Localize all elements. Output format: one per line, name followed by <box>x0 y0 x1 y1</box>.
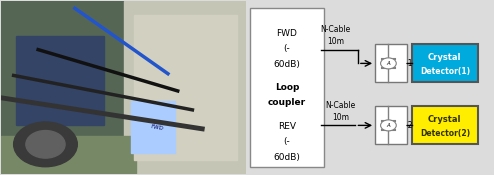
Bar <box>16 36 104 125</box>
Circle shape <box>380 120 396 131</box>
Text: 10m: 10m <box>332 113 349 122</box>
Bar <box>375 106 407 144</box>
Bar <box>375 44 407 82</box>
Text: Detector(2): Detector(2) <box>420 129 470 138</box>
Text: 60dB): 60dB) <box>274 60 300 69</box>
Bar <box>1 136 136 174</box>
Bar <box>412 106 478 144</box>
Text: coupler: coupler <box>268 98 306 107</box>
Text: FWD: FWD <box>151 124 165 132</box>
Text: N-Cable: N-Cable <box>326 101 356 110</box>
Text: -1: -1 <box>406 59 413 68</box>
Circle shape <box>380 58 396 69</box>
Text: A: A <box>386 123 390 128</box>
Text: (-: (- <box>284 137 290 146</box>
FancyBboxPatch shape <box>250 8 324 167</box>
Text: -2: -2 <box>406 121 413 130</box>
Text: N-Cable: N-Cable <box>321 25 351 34</box>
Circle shape <box>26 131 65 158</box>
FancyBboxPatch shape <box>131 101 175 153</box>
Text: FWD: FWD <box>277 29 297 38</box>
Bar <box>134 15 237 160</box>
Text: A: A <box>386 61 390 66</box>
Circle shape <box>14 122 78 167</box>
Text: 10m: 10m <box>328 37 344 46</box>
Text: 60dB): 60dB) <box>274 153 300 162</box>
Text: (-: (- <box>284 44 290 53</box>
Bar <box>124 1 247 174</box>
Bar <box>1 1 124 174</box>
Text: REV: REV <box>278 122 296 131</box>
Text: Crystal: Crystal <box>428 53 461 62</box>
Text: Crystal: Crystal <box>428 115 461 124</box>
Bar <box>412 44 478 82</box>
Text: Detector(1): Detector(1) <box>420 67 470 76</box>
Text: Loop: Loop <box>275 83 299 92</box>
